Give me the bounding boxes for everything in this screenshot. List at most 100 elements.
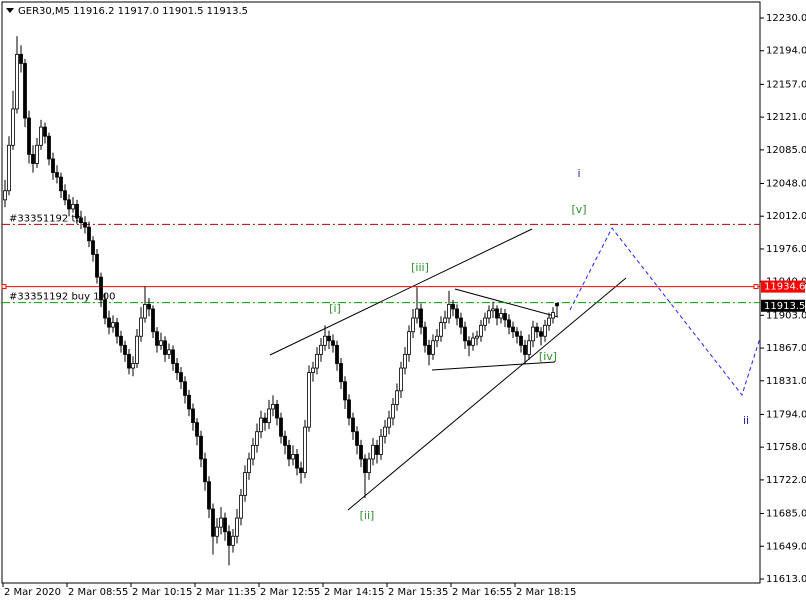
candle-body [487,310,491,319]
candle-body [467,340,471,346]
candle-body [355,431,359,446]
candle-body [459,317,463,328]
candle-body [139,317,143,337]
candle-body [91,240,95,255]
candle-body [315,354,319,369]
candle-body [15,53,19,110]
candle-body [515,331,519,337]
candle-body [323,335,327,346]
candle-body [379,435,383,455]
candle-body [291,454,295,460]
candle-body [167,349,171,355]
candle-body [507,319,511,328]
candle-body [191,408,195,424]
y-tick-label: 12230.0 [766,13,806,24]
candle-body [207,481,211,510]
candle-body [455,308,459,319]
candle-body [451,304,455,310]
candle-body [327,335,331,342]
candle-body [375,444,379,455]
candle-body [259,417,263,433]
candle-body [171,349,175,364]
y-tick-label: 11613.0 [766,574,806,585]
candle-body [531,326,535,342]
candle-body [239,494,243,519]
y-tick-label: 11794.0 [766,409,806,420]
candle-body [99,276,103,301]
candle-body [175,363,179,374]
wave-label: ii [743,414,749,427]
candle-body [347,399,351,419]
candle-body [267,408,271,424]
candle-body [79,217,83,223]
candle-body [31,153,35,164]
candle-body [235,517,239,537]
candle-body [275,404,279,419]
candle-body [539,331,543,337]
candle-body [415,308,419,319]
candle-body [27,117,31,155]
y-tick-label: 11685.0 [766,509,806,520]
y-tick-label: 11976.0 [766,244,806,255]
candle-body [483,317,487,326]
candle-body [475,335,479,339]
candle-body [203,458,207,483]
wave-label: [ii] [360,509,375,522]
candle-body [163,340,167,355]
wave-label: [v] [571,203,586,216]
candle-body [423,326,427,346]
wave-label: [iv] [539,350,557,363]
candle-body [339,363,343,383]
drawings [269,227,761,511]
candle-body [335,344,339,364]
wave-label: [iii] [411,261,429,274]
candle-body [11,108,15,146]
candle-body [111,322,115,328]
y-tick-label: 11831.0 [766,376,806,387]
candle-body [271,404,275,410]
candle-body [479,324,483,337]
candle-body [383,426,387,437]
x-tick-label: 2 Mar 16:55 [452,587,512,598]
candle-body [431,340,435,355]
candle-body [155,331,159,346]
trend-line [269,228,533,356]
candle-body [419,308,423,328]
y-tick-label: 12157.0 [766,79,806,90]
x-tick-label: 2 Mar 12:55 [260,587,320,598]
y-tick-label: 11722.0 [766,475,806,486]
candle-body [55,172,59,178]
candle-body [443,317,447,323]
candle-body [447,304,451,319]
menu-arrow[interactable] [6,8,14,13]
trend-line [347,277,627,511]
candle-body [427,344,431,355]
candle-body [299,467,303,474]
candle-body [403,354,407,369]
candle-body [551,312,555,319]
candle-body [263,417,267,424]
y-tick-label: 11649.0 [766,541,806,552]
candle-body [439,322,443,337]
candle-body [23,63,27,119]
candle-body [119,335,123,346]
candle-body [87,226,91,242]
last-price: 11913.5 [764,301,805,312]
candle-body [511,326,515,333]
candle-body [287,444,291,460]
candle-body [103,299,107,319]
candle-body [319,344,323,355]
x-tick-label: 2 Mar 2020 [4,587,61,598]
candle-body [411,317,415,333]
candle-body [227,531,231,546]
candle-body [127,354,131,369]
level-label: #33351192 tp [9,213,82,224]
candle-body [183,381,187,396]
candle-body [219,517,223,528]
candle-body [279,417,283,437]
wave-label: [i] [329,302,341,315]
candle-body [47,135,51,160]
candle-body [499,313,503,319]
candle-body [75,203,79,219]
